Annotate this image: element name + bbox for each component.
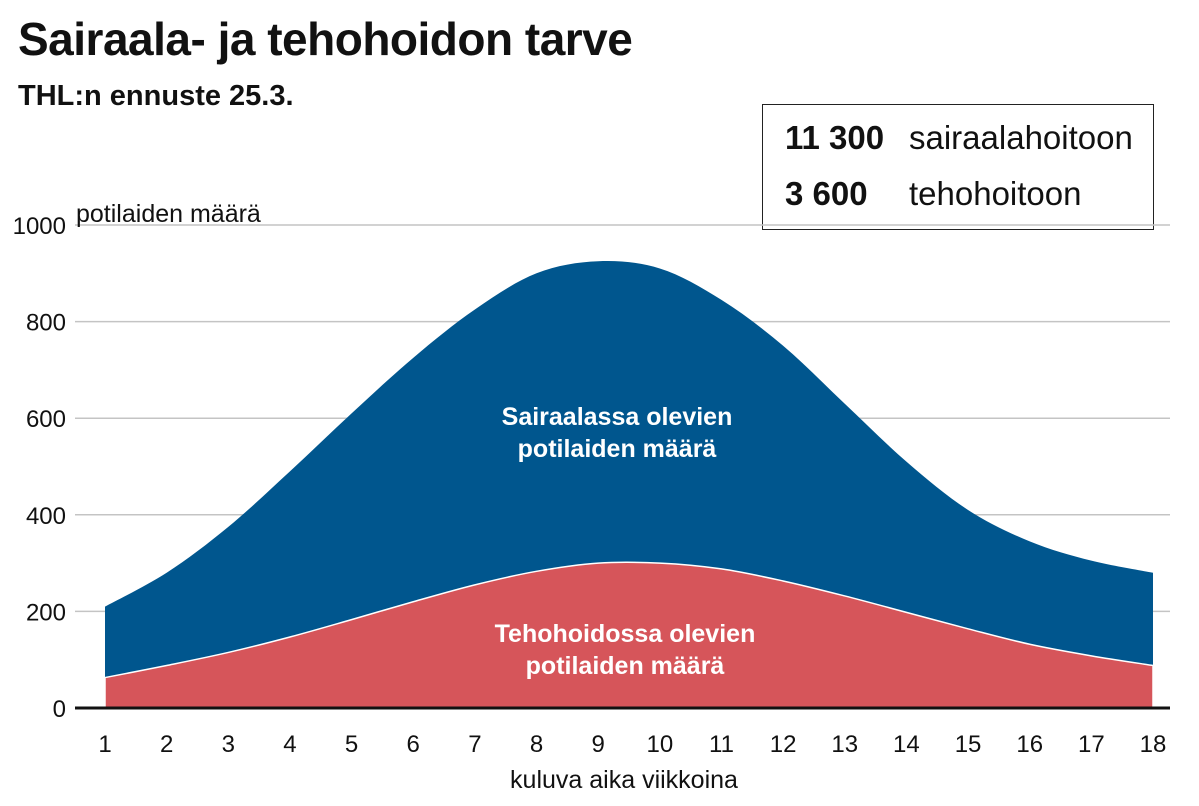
- x-tick-label: 16: [1016, 731, 1043, 758]
- summary-hospital-label: sairaalahoitoon: [909, 119, 1133, 156]
- summary-row-hospital: 11 300 sairaalahoitoon: [785, 119, 1133, 157]
- x-tick-label: 14: [893, 731, 920, 758]
- hospital-area: [105, 261, 1153, 708]
- summary-icu-label: tehohoitoon: [909, 175, 1082, 212]
- x-tick-label: 4: [283, 731, 296, 758]
- y-tick-label: 800: [26, 310, 66, 337]
- chart-subtitle: THL:n ennuste 25.3.: [18, 80, 294, 112]
- area-labels: Sairaalassa olevien potilaiden määrä Tehoh…: [495, 403, 756, 680]
- summary-icu-value: 3 600: [785, 175, 868, 212]
- area-label: Sairaalassa olevien: [502, 403, 733, 431]
- y-axis-title: potilaiden määrä: [76, 200, 261, 228]
- y-axis-labels: 0 200 400 600 800 1000: [13, 213, 66, 723]
- area-label: potilaiden määrä: [526, 652, 725, 680]
- x-axis-labels: 1 2 3 4 5 6 7 8 9 10 11 12 13 14 15 16 17 18: [98, 731, 1166, 758]
- x-tick-label: 13: [831, 731, 858, 758]
- summary-row-icu: 3 600 tehohoitoon: [785, 175, 1082, 213]
- summary-hospital-value: 11 300: [785, 119, 885, 156]
- x-tick-label: 6: [407, 731, 420, 758]
- x-tick-label: 7: [468, 731, 481, 758]
- y-tick-label: 0: [53, 696, 66, 723]
- x-tick-label: 9: [591, 731, 604, 758]
- y-tick-label: 600: [26, 406, 66, 433]
- x-tick-label: 17: [1078, 731, 1105, 758]
- chart-title: Sairaala- ja tehohoidon tarve: [18, 13, 633, 65]
- x-tick-label: 11: [709, 731, 734, 758]
- y-tick-label: 1000: [13, 213, 66, 240]
- x-tick-label: 5: [345, 731, 358, 758]
- x-tick-label: 2: [160, 731, 173, 758]
- y-tick-label: 400: [26, 503, 66, 530]
- x-tick-label: 1: [98, 731, 111, 758]
- x-tick-label: 18: [1140, 731, 1167, 758]
- area-label: Tehohoidossa olevien: [495, 620, 756, 648]
- x-tick-label: 12: [770, 731, 797, 758]
- x-tick-label: 10: [646, 731, 673, 758]
- x-tick-label: 3: [222, 731, 235, 758]
- x-tick-label: 8: [530, 731, 543, 758]
- icu-area: [104, 561, 1154, 709]
- x-axis-title: kuluva aika viikkoina: [510, 766, 738, 794]
- y-tick-label: 200: [26, 599, 66, 626]
- summary-box: 11 300 sairaalahoitoon 3 600 tehohoitoon: [762, 104, 1154, 230]
- area-label: potilaiden määrä: [518, 435, 717, 463]
- areas: [75, 261, 1170, 710]
- x-tick-label: 15: [955, 731, 982, 758]
